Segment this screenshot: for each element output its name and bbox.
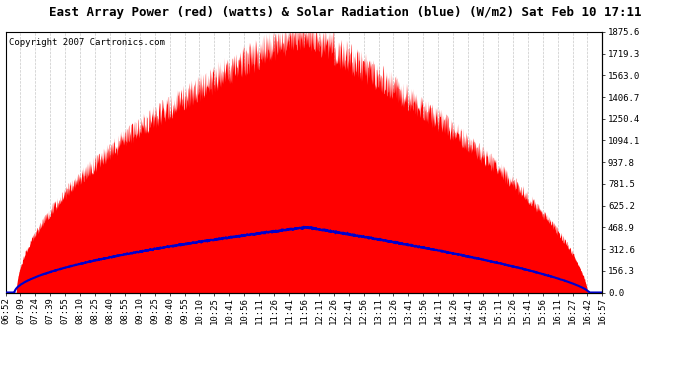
Text: Copyright 2007 Cartronics.com: Copyright 2007 Cartronics.com [8, 38, 164, 47]
Text: East Array Power (red) (watts) & Solar Radiation (blue) (W/m2) Sat Feb 10 17:11: East Array Power (red) (watts) & Solar R… [49, 6, 641, 19]
